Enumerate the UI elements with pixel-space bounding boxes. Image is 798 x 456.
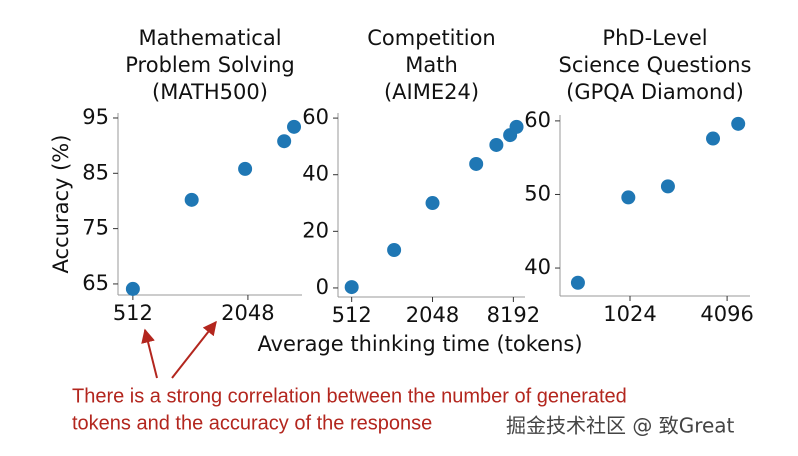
chart-title: Math	[405, 53, 458, 77]
y-tick-label: 20	[302, 218, 329, 242]
point	[660, 179, 675, 194]
x-axis-label: Average thinking time (tokens)	[257, 332, 582, 356]
point	[277, 134, 292, 149]
point	[387, 243, 402, 258]
point	[425, 196, 440, 211]
x-tick-label: 2048	[406, 303, 459, 327]
x-tick-label: 512	[113, 301, 153, 325]
chart-title: (GPQA Diamond)	[566, 80, 744, 104]
y-tick-label: 60	[524, 108, 551, 132]
point	[469, 156, 484, 171]
y-tick-label: 85	[82, 160, 109, 184]
point	[509, 119, 524, 134]
y-axis-label: Accuracy (%)	[49, 135, 73, 274]
point	[238, 161, 253, 176]
point	[184, 192, 199, 207]
chart-title: Competition	[367, 26, 496, 50]
point	[125, 281, 140, 296]
watermark: 掘金技术社区 @ 致Great	[506, 414, 735, 438]
point	[344, 280, 359, 295]
y-tick-label: 75	[82, 216, 109, 240]
x-tick-label: 1024	[603, 302, 656, 326]
y-tick-label: 65	[82, 271, 109, 295]
point	[287, 119, 302, 134]
y-tick-label: 60	[302, 105, 329, 129]
point	[570, 275, 585, 290]
point	[621, 190, 636, 205]
chart-title: (MATH500)	[152, 80, 268, 104]
x-tick-label: 8192	[487, 303, 540, 327]
x-tick-label: 512	[332, 303, 372, 327]
annotation: tokens and the accuracy of the response	[72, 412, 432, 434]
chart-title: Science Questions	[559, 53, 752, 77]
chart-title: (AIME24)	[384, 80, 479, 104]
point	[706, 131, 721, 146]
point	[731, 116, 746, 131]
arrow	[141, 328, 158, 379]
point	[489, 137, 504, 152]
x-tick-label: 4096	[700, 302, 753, 326]
chart-title: PhD-Level	[602, 26, 707, 50]
y-tick-label: 40	[302, 162, 329, 186]
chart-title: Mathematical	[138, 26, 281, 50]
x-tick-label: 2048	[221, 301, 274, 325]
annotation: There is a strong correlation between th…	[72, 385, 627, 407]
y-tick-label: 0	[316, 275, 329, 299]
y-tick-label: 40	[524, 255, 551, 279]
arrow	[171, 320, 217, 379]
y-tick-label: 50	[524, 181, 551, 205]
chart-title: Problem Solving	[125, 53, 294, 77]
y-tick-label: 95	[82, 105, 109, 129]
